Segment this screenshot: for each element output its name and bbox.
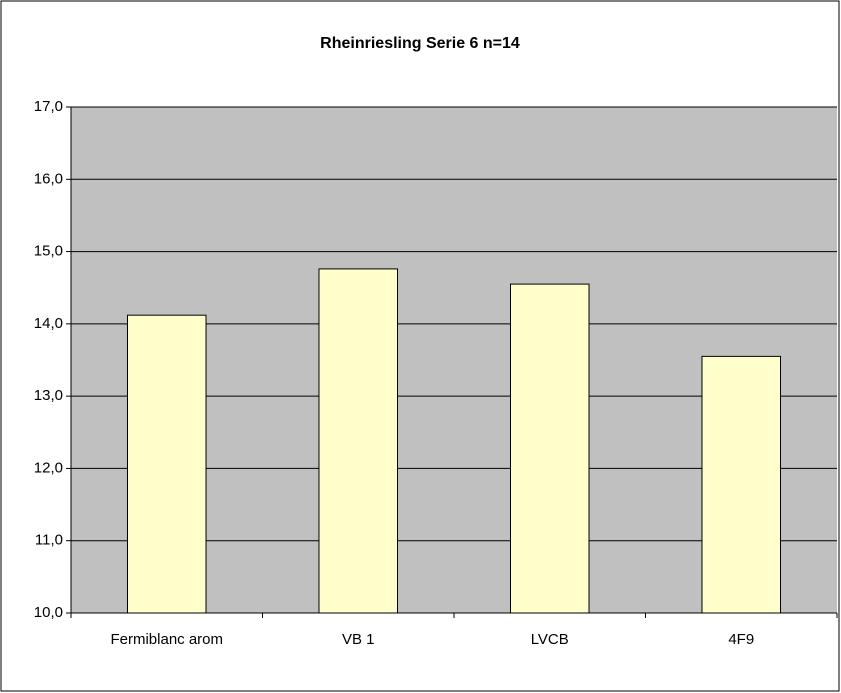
y-tick-label: 14,0 [34,315,63,332]
y-tick-label: 15,0 [34,243,63,260]
bar [509,283,590,614]
bar [318,268,399,614]
x-tick-label: Fermiblanc arom [110,631,223,648]
y-tick-label: 13,0 [34,387,63,404]
x-tick-label: LVCB [531,631,569,648]
x-tick-label: VB 1 [342,631,375,648]
bar [126,314,207,614]
bar [701,355,782,614]
y-tick-label: 10,0 [34,604,63,621]
y-tick-label: 12,0 [34,459,63,476]
x-tick-label: 4F9 [728,631,754,648]
y-tick-label: 17,0 [34,98,63,115]
y-tick-label: 11,0 [35,532,63,549]
chart-title: Rheinriesling Serie 6 n=14 [320,35,520,52]
y-tick-label: 16,0 [34,170,63,187]
